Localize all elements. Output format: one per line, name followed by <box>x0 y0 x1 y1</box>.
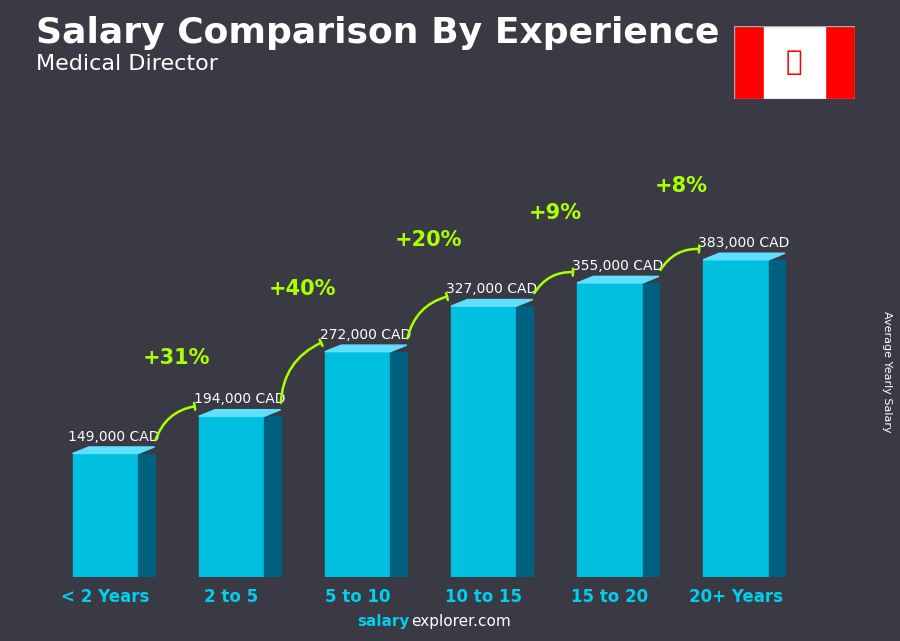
Polygon shape <box>73 447 155 454</box>
Text: 355,000 CAD: 355,000 CAD <box>572 259 663 273</box>
Bar <box>824 26 855 99</box>
Polygon shape <box>325 345 407 352</box>
Polygon shape <box>517 306 533 577</box>
Text: Salary Comparison By Experience: Salary Comparison By Experience <box>36 16 719 50</box>
Text: Average Yearly Salary: Average Yearly Salary <box>881 311 892 433</box>
Bar <box>734 26 764 99</box>
Polygon shape <box>577 283 643 577</box>
Bar <box>764 26 824 99</box>
Text: 383,000 CAD: 383,000 CAD <box>698 236 790 250</box>
Text: salary: salary <box>357 615 410 629</box>
Polygon shape <box>391 352 407 577</box>
Polygon shape <box>577 276 659 283</box>
Polygon shape <box>73 454 139 577</box>
Polygon shape <box>643 283 659 577</box>
Text: 272,000 CAD: 272,000 CAD <box>320 328 411 342</box>
Polygon shape <box>325 352 391 577</box>
Text: 194,000 CAD: 194,000 CAD <box>194 392 285 406</box>
Text: explorer.com: explorer.com <box>411 615 511 629</box>
Text: +20%: +20% <box>395 230 463 250</box>
Text: +31%: +31% <box>143 348 211 368</box>
Text: 327,000 CAD: 327,000 CAD <box>446 282 537 296</box>
Text: 149,000 CAD: 149,000 CAD <box>68 429 159 444</box>
Text: +8%: +8% <box>654 176 707 196</box>
Text: Medical Director: Medical Director <box>36 54 218 74</box>
Polygon shape <box>703 260 769 577</box>
Polygon shape <box>199 416 265 577</box>
Polygon shape <box>139 454 155 577</box>
Polygon shape <box>199 410 281 416</box>
Polygon shape <box>451 306 517 577</box>
Text: +9%: +9% <box>528 203 581 222</box>
Text: 🍁: 🍁 <box>786 48 803 76</box>
Polygon shape <box>703 253 785 260</box>
Polygon shape <box>265 416 281 577</box>
Text: +40%: +40% <box>269 279 337 299</box>
Polygon shape <box>769 260 785 577</box>
Polygon shape <box>451 299 533 306</box>
